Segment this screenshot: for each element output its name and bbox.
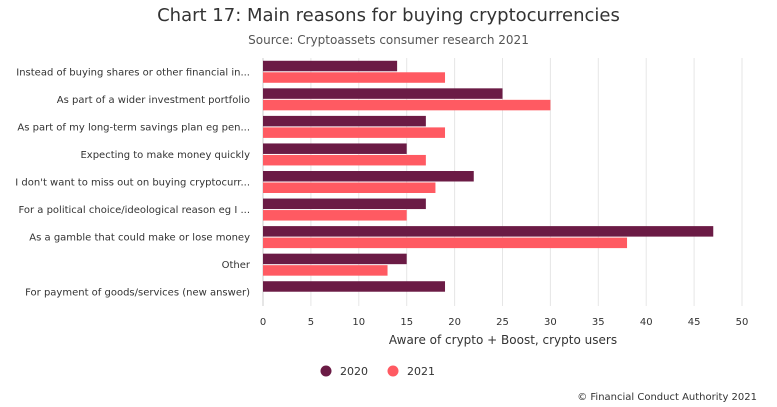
bar-2020[interactable] bbox=[263, 143, 407, 154]
bar-2020[interactable] bbox=[263, 281, 446, 292]
bar-2021[interactable] bbox=[263, 237, 628, 249]
legend-item-2021[interactable]: 2021 bbox=[387, 365, 436, 378]
bar-2021[interactable] bbox=[263, 99, 551, 111]
category-label: As part of my long-term savings plan eg … bbox=[17, 122, 250, 133]
chart-title: Chart 17: Main reasons for buying crypto… bbox=[157, 5, 620, 26]
x-tick-label: 5 bbox=[308, 317, 314, 328]
category-label: For a political choice/ideological reaso… bbox=[18, 205, 250, 216]
category-label: Other bbox=[222, 260, 251, 271]
category-label: As part of a wider investment portfolio bbox=[57, 95, 250, 106]
legend-label: 2021 bbox=[407, 365, 435, 378]
x-tick-label: 35 bbox=[592, 317, 605, 328]
x-tick-label: 50 bbox=[736, 317, 749, 328]
x-axis-title: Aware of crypto + Boost, crypto users bbox=[389, 333, 617, 347]
x-tick-label: 45 bbox=[688, 317, 701, 328]
category-label: For payment of goods/services (new answe… bbox=[25, 288, 250, 299]
bar-2020[interactable] bbox=[263, 226, 714, 237]
category-labels: Instead of buying shares or other financ… bbox=[15, 67, 251, 298]
x-tick-label: 15 bbox=[400, 317, 413, 328]
bar-2020[interactable] bbox=[263, 171, 474, 182]
legend-item-2020[interactable]: 2020 bbox=[320, 365, 369, 378]
category-label: As a gamble that could make or lose mone… bbox=[29, 233, 250, 244]
bar-2021[interactable] bbox=[263, 265, 388, 276]
legend-marker bbox=[387, 365, 399, 377]
x-tick-label: 20 bbox=[448, 317, 461, 328]
copyright-credit: © Financial Conduct Authority 2021 bbox=[577, 392, 757, 403]
category-label: I don't want to miss out on buying crypt… bbox=[15, 178, 250, 189]
bar-2021[interactable] bbox=[263, 72, 446, 83]
bar-2020[interactable] bbox=[263, 88, 503, 99]
category-label: Instead of buying shares or other financ… bbox=[16, 67, 250, 78]
x-tick-label: 40 bbox=[640, 317, 653, 328]
bar-2021[interactable] bbox=[263, 210, 407, 221]
legend[interactable]: 2020 2021 bbox=[320, 365, 436, 378]
x-tick-label: 25 bbox=[496, 317, 509, 328]
legend-label: 2020 bbox=[340, 365, 368, 378]
gridlines bbox=[262, 58, 743, 306]
x-tick-labels: 0 5 10 15 20 25 30 35 40 45 50 bbox=[260, 317, 749, 328]
bars bbox=[263, 60, 714, 292]
x-tick-label: 10 bbox=[352, 317, 365, 328]
chart-subtitle: Source: Cryptoassets consumer research 2… bbox=[248, 33, 529, 47]
legend-marker bbox=[320, 365, 332, 377]
bar-2020[interactable] bbox=[263, 198, 426, 210]
bar-2021[interactable] bbox=[263, 127, 446, 138]
bar-2020[interactable] bbox=[263, 60, 398, 72]
bar-2021[interactable] bbox=[263, 182, 436, 194]
bar-2020[interactable] bbox=[263, 115, 426, 127]
bar-2021[interactable] bbox=[263, 154, 426, 166]
category-label: Expecting to make money quickly bbox=[80, 150, 250, 161]
x-tick-label: 30 bbox=[544, 317, 557, 328]
x-tick-label: 0 bbox=[260, 317, 266, 328]
bar-2020[interactable] bbox=[263, 253, 407, 265]
